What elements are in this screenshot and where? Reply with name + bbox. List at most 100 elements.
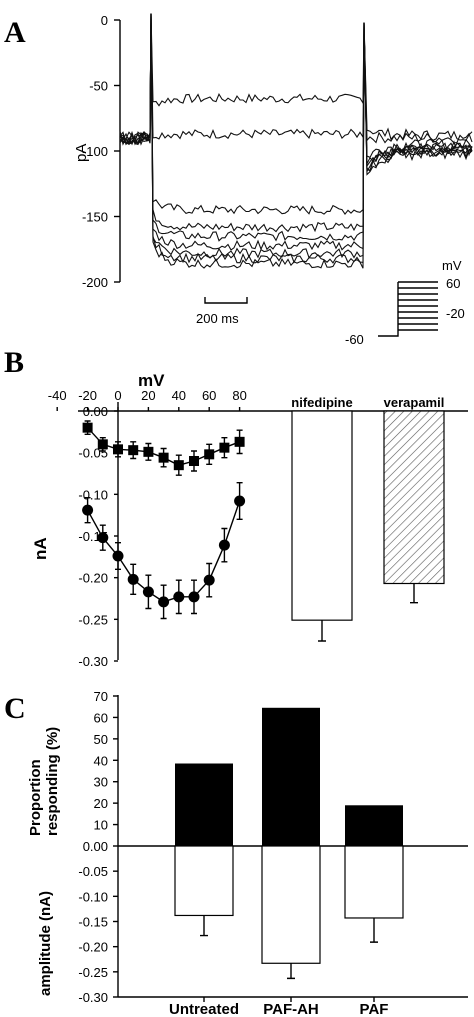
panel-b-y-label: nA	[31, 537, 50, 560]
data-point-square	[97, 439, 108, 450]
time-scalebar-label: 200 ms	[196, 311, 239, 326]
panel-b-ytick-label: -0.20	[78, 571, 108, 586]
data-point-square	[219, 442, 230, 453]
panel-c-ytick-top-label: 30	[94, 775, 108, 790]
panel-b-xtick-label: 40	[172, 388, 186, 403]
panel-b-xtick-label: 80	[232, 388, 246, 403]
amplitude-error-Untreated	[200, 915, 208, 937]
panel-b-xtick-label: 0	[114, 388, 121, 403]
panel-b-xtick-label: 60	[202, 388, 216, 403]
data-point-square	[173, 460, 184, 471]
panel-b-xtick-label: 20	[141, 388, 155, 403]
data-point-circle	[82, 504, 94, 516]
data-point-circle	[203, 574, 215, 586]
amplitude-error-PAF	[370, 917, 378, 943]
bar-verapamil	[383, 410, 445, 585]
proportion-bar-PAF-AH	[262, 707, 320, 846]
current-trace	[119, 13, 473, 269]
panel-a-ytick-label: 0	[101, 13, 108, 28]
proportion-bar-PAF	[345, 805, 403, 846]
data-point-square	[113, 444, 123, 455]
panel-b-ytick-label: -0.25	[78, 612, 108, 627]
panel-a-ytick-label: -50	[89, 79, 108, 94]
data-point-circle	[142, 586, 154, 598]
panel-c-chart: Proportion responding (%) amplitude (nA)…	[27, 689, 468, 1017]
data-point-circle	[112, 550, 124, 562]
panel-c-ytick-top-label: 60	[94, 710, 108, 725]
amplitude-bar-Untreated	[174, 845, 234, 917]
panel-b-x-label: mV	[138, 371, 165, 390]
current-trace	[119, 13, 473, 251]
panel-b-ytick-label: -0.05	[78, 446, 108, 461]
panel-c-ytick-bottom-label: -0.20	[78, 940, 108, 955]
panel-a-y-label: pA	[73, 144, 90, 162]
panel-b-ytick-label: 0.00	[83, 404, 108, 419]
data-point-circle	[218, 539, 230, 551]
data-point-square	[234, 436, 245, 447]
panel-a-ytick-label: -100	[82, 144, 108, 159]
category-label-Untreated: Untreated	[169, 1001, 239, 1017]
panel-c-top-y-label-line1: Proportion	[27, 759, 44, 836]
panel-a-chart: 0 -50 -100 -150 -200 pA 200 ms mV 60 -20 -60	[73, 13, 473, 347]
panel-b-ytick-label: -0.30	[78, 654, 108, 669]
current-trace	[119, 13, 473, 216]
panel-c-top-y-label: Proportion responding (%)	[27, 727, 61, 836]
category-label-PAF-AH: PAF-AH	[263, 1001, 319, 1017]
panel-label-a: A	[4, 16, 26, 49]
protocol-label-top: 60	[446, 276, 460, 291]
data-point-square	[82, 422, 93, 433]
panel-b-xtick-label: -40	[48, 388, 67, 403]
amplitude-error-PAF-AH	[287, 963, 295, 980]
data-point-circle	[158, 596, 170, 608]
current-trace	[119, 13, 473, 259]
panel-c-ytick-top-label: 40	[94, 753, 108, 768]
panel-label-c: C	[4, 692, 26, 725]
data-point-square	[189, 456, 199, 466]
panel-c-top-y-label-line2: responding (%)	[44, 727, 61, 836]
data-point-square	[158, 452, 169, 463]
panel-c-ytick-bottom-label: -0.25	[78, 965, 108, 980]
bar-label-verapamil: verapamil	[384, 395, 445, 410]
data-point-circle	[234, 495, 246, 507]
voltage-protocol-inset: mV 60 -20 -60	[345, 258, 465, 347]
current-trace	[119, 13, 473, 233]
panel-a-ytick-label: -150	[82, 210, 108, 225]
protocol-unit-label: mV	[442, 258, 462, 273]
panel-b-chart: mV nA -40 -20 0 20 40 60 80 0.00-0.05-0.10-0.1…	[31, 371, 468, 669]
panel-a-ytick-label: -200	[82, 275, 108, 290]
panel-c-ytick-top-label: 50	[94, 732, 108, 747]
panel-c-ytick-top-label: 70	[94, 689, 108, 704]
bar-label-nifedipine: nifedipine	[291, 395, 352, 410]
data-point-square	[128, 445, 139, 456]
protocol-label-mid: -20	[446, 306, 465, 321]
panel-c-ytick-top-label: 20	[94, 796, 108, 811]
panel-c-ytick-bottom-label: -0.15	[78, 915, 108, 930]
panel-label-b: B	[4, 346, 24, 379]
panel-c-bottom-y-label: amplitude (nA)	[37, 891, 54, 996]
data-point-circle	[127, 573, 139, 585]
data-point-square	[143, 446, 154, 457]
panel-c-ytick-top-label: 0.00	[83, 839, 108, 854]
bar-error-verapamil	[410, 583, 418, 604]
proportion-bar-Untreated	[175, 763, 233, 846]
time-scalebar	[204, 297, 248, 304]
current-trace	[119, 13, 473, 264]
data-point-circle	[188, 591, 200, 603]
data-point-circle	[173, 591, 185, 603]
panel-c-ytick-bottom-label: -0.10	[78, 889, 108, 904]
protocol-label-hold: -60	[345, 332, 364, 347]
panel-c-ytick-bottom-label: -0.30	[78, 990, 108, 1005]
bar-error-nifedipine	[318, 620, 326, 642]
amplitude-bar-PAF	[344, 845, 404, 919]
current-trace	[119, 13, 473, 145]
data-point-square	[204, 449, 215, 460]
bar-nifedipine	[291, 410, 353, 621]
panel-c-ytick-top-label: 10	[94, 818, 108, 833]
current-trace	[119, 13, 473, 145]
data-point-circle	[97, 532, 109, 544]
current-trace	[119, 13, 473, 242]
panel-b-xtick-label: -20	[78, 388, 97, 403]
category-label-PAF: PAF	[360, 1001, 389, 1017]
amplitude-bar-PAF-AH	[261, 845, 321, 964]
